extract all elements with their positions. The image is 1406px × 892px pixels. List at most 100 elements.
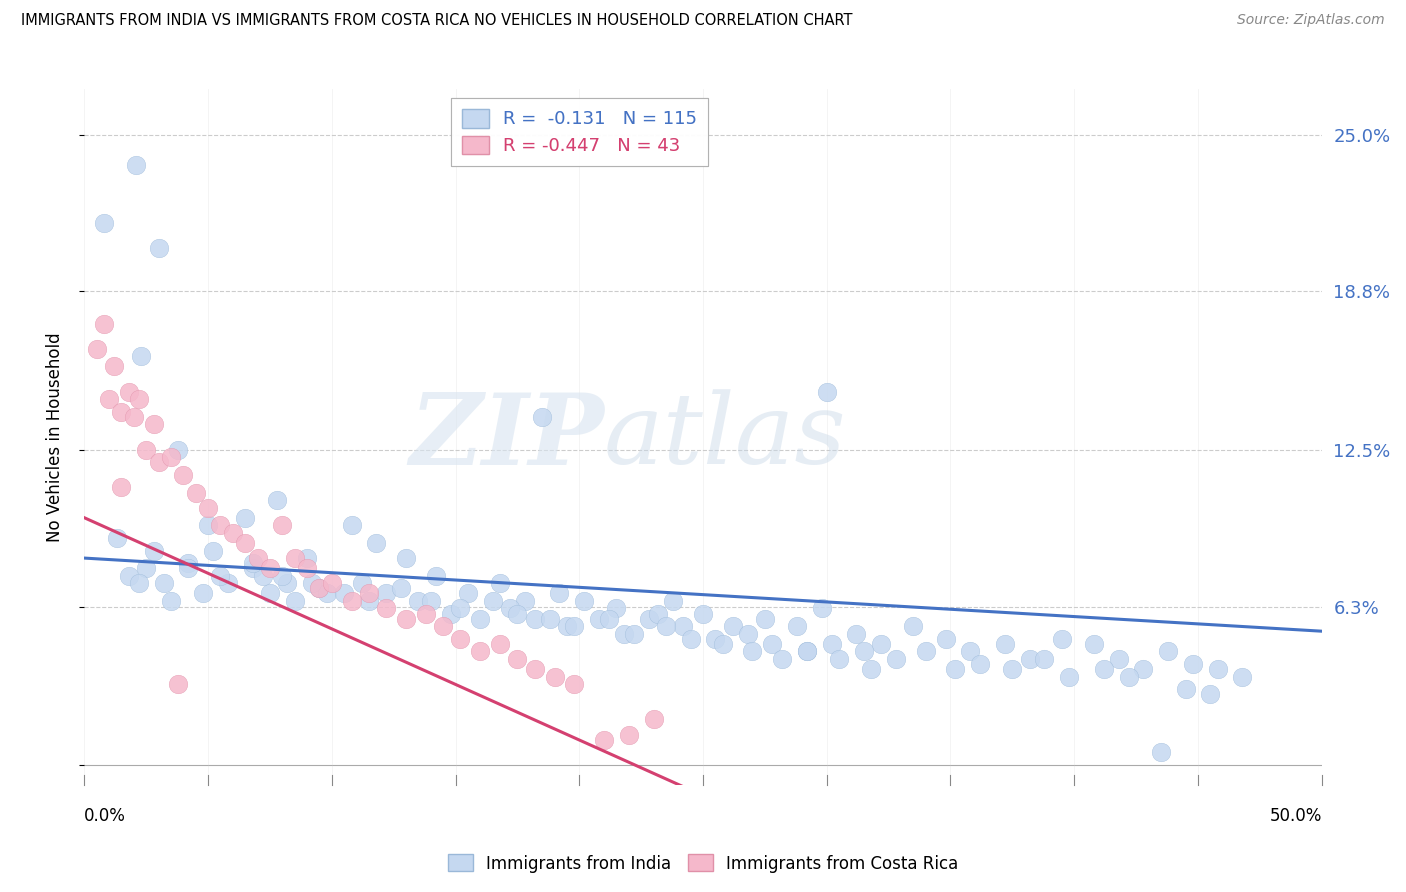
- Point: [481, 594, 503, 608]
- Text: IMMIGRANTS FROM INDIA VS IMMIGRANTS FROM COSTA RICA NO VEHICLES IN HOUSEHOLD COR: IMMIGRANTS FROM INDIA VS IMMIGRANTS FROM…: [21, 13, 852, 29]
- Point: [945, 662, 967, 676]
- Point: [167, 442, 190, 457]
- Point: [350, 576, 373, 591]
- Point: [395, 551, 418, 566]
- Point: [513, 594, 536, 608]
- Point: [562, 619, 585, 633]
- Point: [450, 632, 472, 646]
- Point: [870, 637, 893, 651]
- Point: [574, 594, 596, 608]
- Point: [128, 392, 150, 407]
- Point: [197, 518, 219, 533]
- Point: [711, 637, 734, 651]
- Point: [562, 677, 585, 691]
- Point: [796, 644, 818, 658]
- Point: [499, 601, 522, 615]
- Point: [1206, 662, 1229, 676]
- Point: [1108, 652, 1130, 666]
- Point: [679, 632, 702, 646]
- Point: [613, 626, 636, 640]
- Point: [1050, 632, 1073, 646]
- Point: [308, 582, 330, 596]
- Point: [284, 551, 307, 566]
- Point: [786, 619, 808, 633]
- Point: [761, 637, 783, 651]
- Point: [914, 644, 936, 658]
- Point: [1118, 669, 1140, 683]
- Point: [152, 576, 174, 591]
- Point: [506, 652, 529, 666]
- Point: [470, 611, 492, 625]
- Point: [259, 561, 281, 575]
- Legend: Immigrants from India, Immigrants from Costa Rica: Immigrants from India, Immigrants from C…: [441, 847, 965, 880]
- Point: [252, 568, 274, 582]
- Point: [128, 576, 150, 591]
- Point: [1150, 745, 1173, 759]
- Point: [148, 241, 170, 255]
- Point: [1132, 662, 1154, 676]
- Point: [934, 632, 956, 646]
- Point: [1157, 644, 1180, 658]
- Point: [821, 637, 844, 651]
- Y-axis label: No Vehicles in Household: No Vehicles in Household: [45, 332, 63, 542]
- Point: [721, 619, 744, 633]
- Point: [959, 644, 981, 658]
- Point: [375, 601, 398, 615]
- Point: [222, 525, 245, 540]
- Point: [177, 556, 200, 570]
- Point: [98, 392, 121, 407]
- Point: [647, 607, 669, 621]
- Point: [271, 518, 294, 533]
- Point: [308, 582, 330, 596]
- Point: [122, 409, 145, 424]
- Point: [118, 568, 141, 582]
- Point: [1018, 652, 1040, 666]
- Point: [259, 586, 281, 600]
- Point: [333, 586, 356, 600]
- Point: [903, 619, 925, 633]
- Point: [815, 384, 838, 399]
- Point: [605, 601, 627, 615]
- Text: 0.0%: 0.0%: [84, 807, 127, 825]
- Point: [271, 568, 294, 582]
- Point: [555, 619, 578, 633]
- Point: [737, 626, 759, 640]
- Point: [432, 619, 454, 633]
- Point: [167, 677, 190, 691]
- Point: [160, 594, 183, 608]
- Point: [655, 619, 678, 633]
- Point: [810, 601, 832, 615]
- Point: [741, 644, 763, 658]
- Point: [295, 551, 318, 566]
- Point: [1033, 652, 1056, 666]
- Point: [135, 561, 157, 575]
- Point: [197, 500, 219, 515]
- Point: [643, 713, 665, 727]
- Point: [242, 561, 264, 575]
- Point: [1057, 669, 1080, 683]
- Point: [1232, 669, 1254, 683]
- Point: [148, 455, 170, 469]
- Point: [969, 657, 991, 671]
- Point: [295, 561, 318, 575]
- Point: [1001, 662, 1024, 676]
- Point: [450, 601, 472, 615]
- Point: [103, 359, 125, 374]
- Point: [523, 611, 546, 625]
- Point: [177, 561, 200, 575]
- Point: [110, 405, 132, 419]
- Point: [754, 611, 776, 625]
- Point: [548, 586, 571, 600]
- Point: [202, 543, 225, 558]
- Point: [389, 582, 412, 596]
- Point: [160, 450, 183, 465]
- Point: [135, 442, 157, 457]
- Text: Source: ZipAtlas.com: Source: ZipAtlas.com: [1237, 13, 1385, 28]
- Point: [506, 607, 529, 621]
- Point: [637, 611, 659, 625]
- Point: [470, 644, 492, 658]
- Point: [375, 586, 398, 600]
- Point: [704, 632, 727, 646]
- Point: [489, 576, 512, 591]
- Text: 50.0%: 50.0%: [1270, 807, 1322, 825]
